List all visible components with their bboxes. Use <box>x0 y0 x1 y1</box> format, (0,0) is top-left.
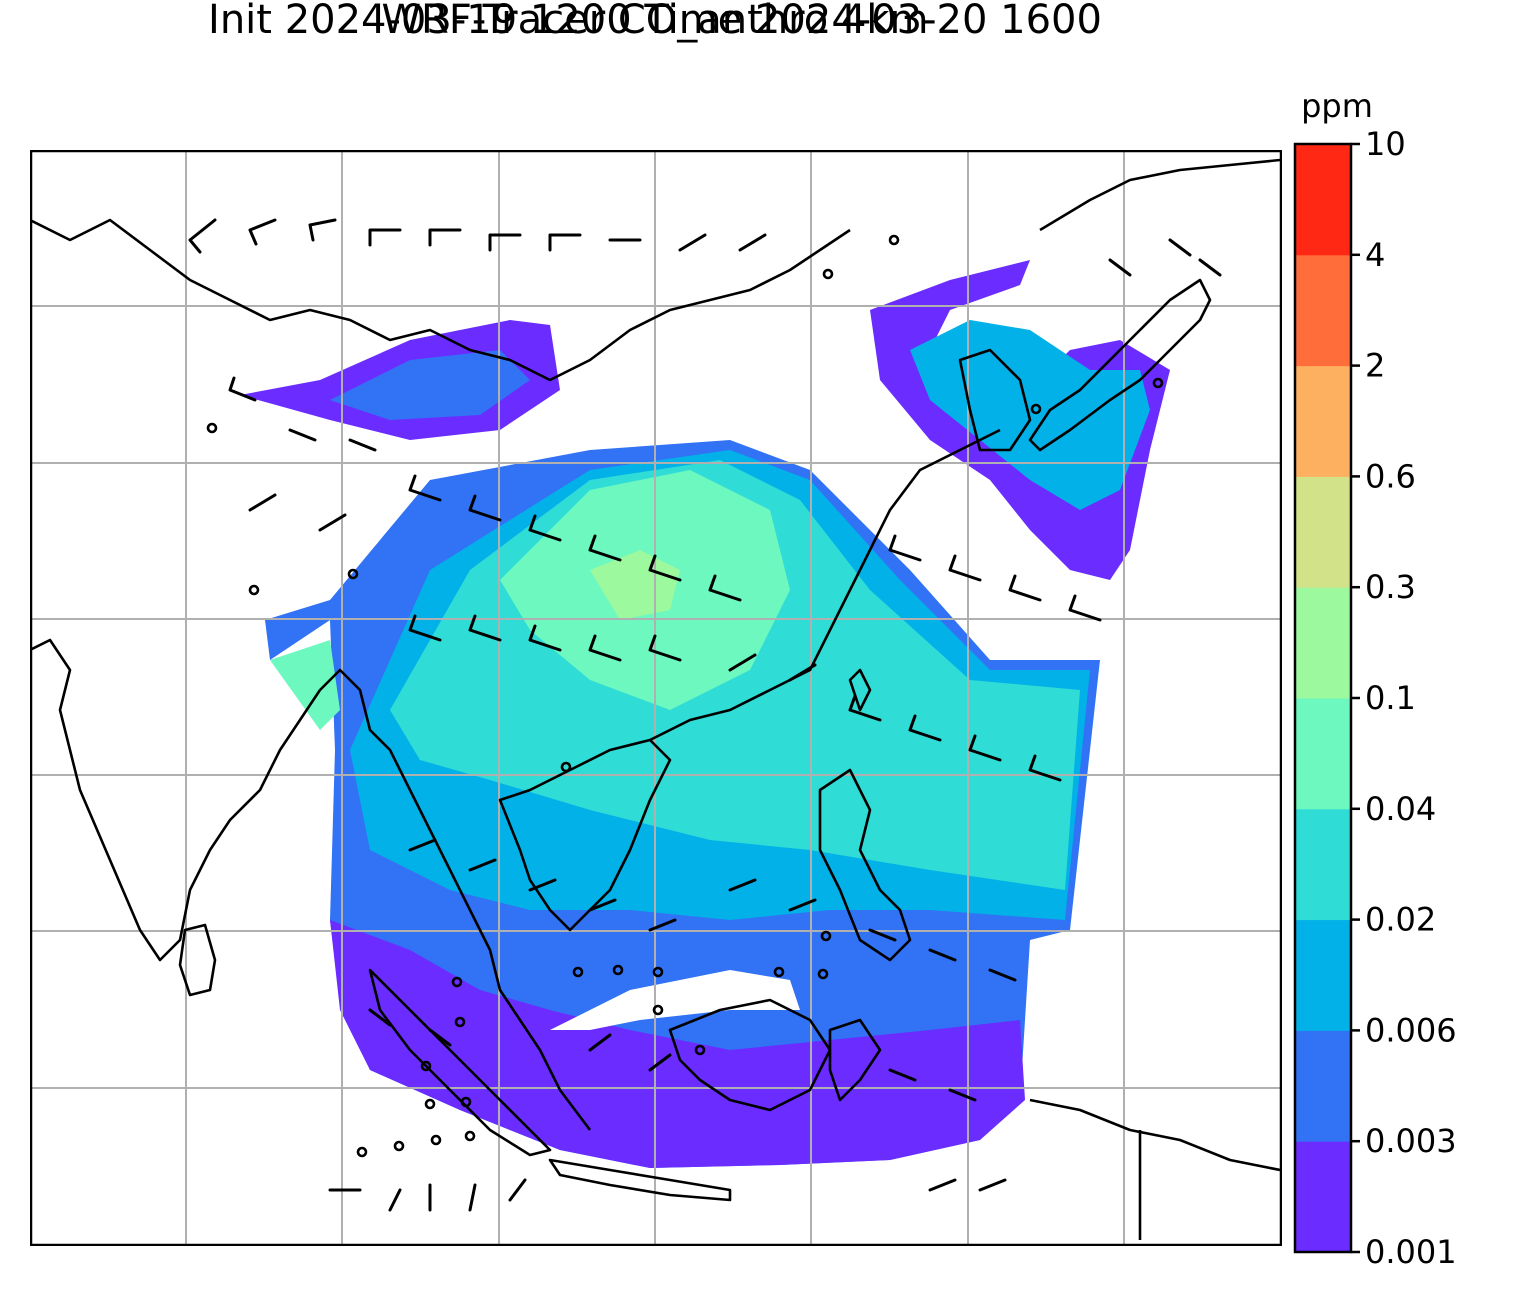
tracer-region-lightgreen <box>590 550 680 620</box>
colorbar-tick-label: 0.006 <box>1365 1011 1457 1049</box>
colorbar-swatch <box>1295 587 1351 699</box>
chart-title-line2: Init 2024-03-19 1200 Time 2024-03-20 160… <box>208 0 1102 43</box>
tracer-region-violet-south <box>330 920 1025 1168</box>
colorbar-tick-label: 0.04 <box>1365 790 1436 828</box>
coastline-russia-east <box>1039 158 1280 232</box>
coastline-new-guinea <box>1029 1098 1280 1172</box>
colorbar-swatch <box>1295 365 1351 477</box>
tracer-region-north-band-inner <box>330 350 530 420</box>
coastline-japan <box>1028 278 1212 452</box>
coastline-taiwan <box>848 668 872 712</box>
tracer-field <box>240 260 1170 1168</box>
colorbar-tick-label: 0.001 <box>1365 1233 1457 1271</box>
colorbar-swatch <box>1295 476 1351 588</box>
tracer-region-west-strip <box>270 640 340 730</box>
colorbar-unit-label: ppm <box>1301 87 1373 125</box>
colorbar-swatches <box>1295 144 1351 1253</box>
coastline-sri-lanka <box>178 923 217 997</box>
map-frame <box>30 150 1282 1246</box>
colorbar-tick-label: 0.3 <box>1365 568 1416 606</box>
coastline-philippines <box>818 768 912 962</box>
colorbar-swatch <box>1295 254 1351 367</box>
colorbar-tick-label: 2 <box>1365 347 1385 385</box>
coastline-north-border <box>30 218 851 382</box>
colorbar-tick-label: 0.02 <box>1365 901 1436 939</box>
colorbar-swatch <box>1295 1141 1351 1253</box>
map-plot-area <box>30 150 1282 1246</box>
coastline-sulawesi <box>828 1018 882 1102</box>
coastline-india <box>30 638 322 962</box>
wind-calm-markers <box>206 234 1164 1158</box>
coastline-china-coast <box>649 428 1001 742</box>
colorbar-swatch <box>1295 808 1351 921</box>
colorbar-swatch <box>1295 1030 1351 1142</box>
colorbar-tick-label: 10 <box>1365 125 1406 163</box>
coastline-bangladesh-myanmar <box>319 668 592 1131</box>
coastline-indochina <box>498 738 672 932</box>
coastlines <box>30 158 1280 1240</box>
coastline-borneo <box>668 998 832 1112</box>
colorbar-swatch <box>1295 144 1351 256</box>
coastline-java <box>548 1158 732 1202</box>
tracer-gap <box>550 970 800 1030</box>
colorbar: ppm 0.001 0.003 0.006 0.02 0.04 0.1 0.3 0.6 2 4 10 <box>1293 87 1457 1271</box>
colorbar-swatch <box>1295 919 1351 1031</box>
coastline-sumatra <box>368 968 552 1157</box>
chart-title-line1: WRF-Tracer CO_anthro 4km <box>381 0 929 43</box>
colorbar-swatch <box>1295 698 1351 810</box>
map-gridlines <box>30 150 1280 1244</box>
colorbar-tick-label: 0.003 <box>1365 1122 1457 1160</box>
colorbar-ticks: 0.001 0.003 0.006 0.02 0.04 0.1 0.3 0.6 2 4 10 <box>1351 125 1457 1271</box>
colorbar-tick-label: 0.6 <box>1365 457 1416 495</box>
coastline-korea <box>958 348 1032 452</box>
colorbar-tick-label: 4 <box>1365 236 1385 274</box>
colorbar-tick-label: 0.1 <box>1365 679 1416 717</box>
wind-barbs <box>188 218 1222 1212</box>
